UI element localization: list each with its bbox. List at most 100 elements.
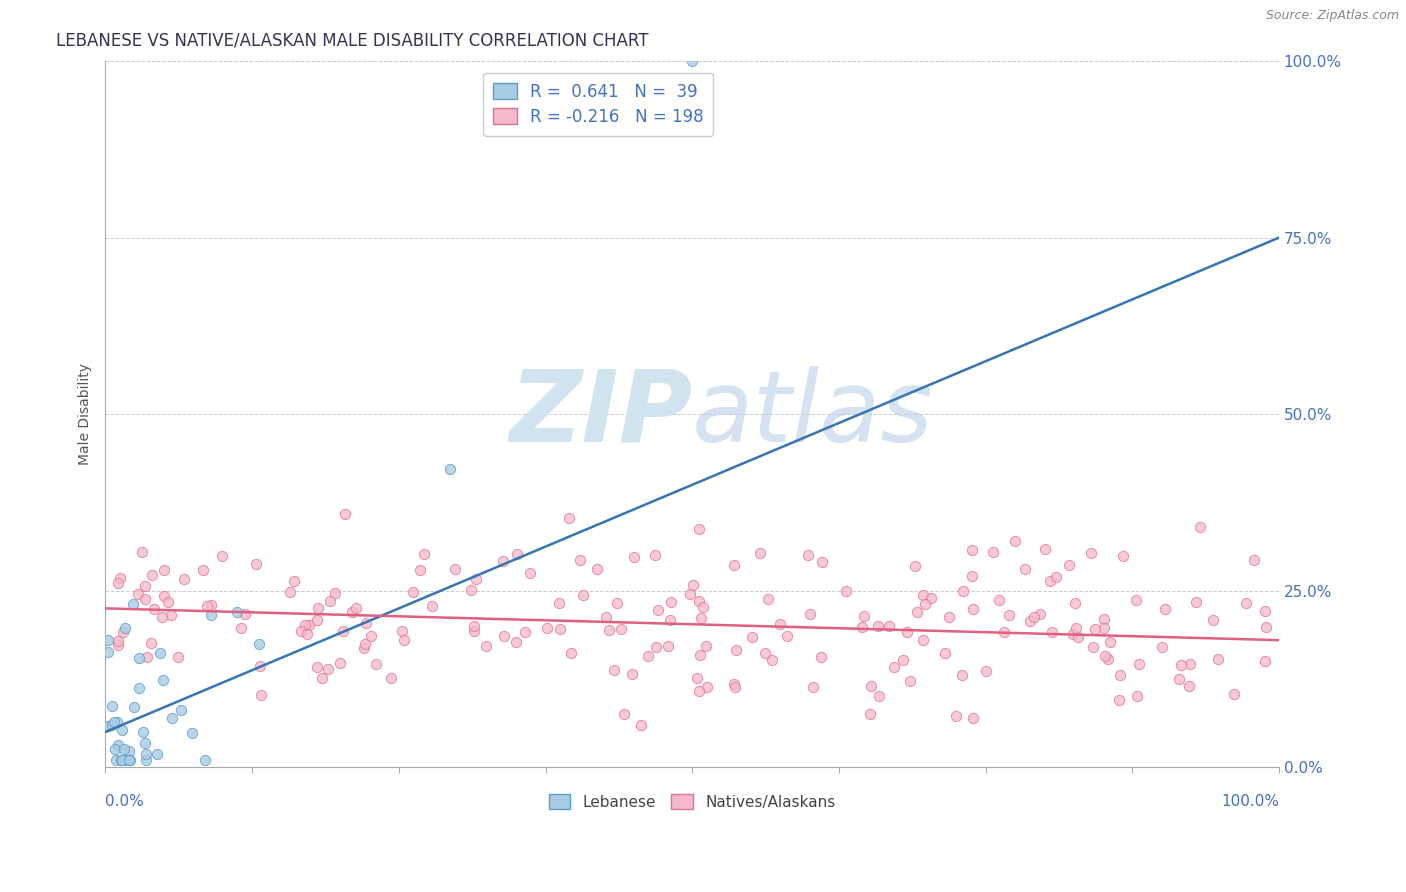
Point	[346, 600, 368, 615]
Point	[981, 544, 1004, 558]
Point	[1067, 630, 1090, 644]
Point	[1253, 654, 1275, 668]
Point	[97, 645, 120, 659]
Point	[118, 753, 141, 767]
Point	[754, 646, 776, 660]
Point	[108, 571, 131, 585]
Point	[463, 619, 485, 633]
Point	[724, 680, 747, 694]
Point	[122, 699, 145, 714]
Point	[360, 629, 382, 643]
Point	[149, 646, 172, 660]
Point	[1178, 657, 1201, 671]
Point	[756, 592, 779, 607]
Point	[191, 563, 214, 577]
Point	[595, 609, 617, 624]
Point	[688, 594, 710, 608]
Point	[105, 715, 128, 730]
Point	[103, 715, 125, 730]
Point	[851, 620, 873, 634]
Point	[761, 653, 783, 667]
Point	[1128, 657, 1150, 671]
Point	[1040, 625, 1063, 640]
Point	[630, 718, 652, 732]
Point	[610, 622, 633, 636]
Point	[118, 744, 141, 758]
Point	[920, 591, 942, 605]
Point	[460, 582, 482, 597]
Point	[506, 547, 529, 561]
Text: 100.0%: 100.0%	[1220, 794, 1279, 809]
Point	[100, 698, 122, 713]
Point	[97, 633, 120, 648]
Point	[156, 595, 179, 609]
Point	[1108, 668, 1130, 682]
Point	[1004, 533, 1026, 548]
Point	[1039, 574, 1062, 588]
Point	[1057, 558, 1080, 573]
Point	[141, 636, 163, 650]
Point	[100, 718, 122, 732]
Point	[150, 609, 173, 624]
Point	[160, 608, 183, 623]
Point	[329, 656, 352, 670]
Point	[519, 566, 541, 580]
Point	[1185, 595, 1208, 609]
Point	[868, 689, 890, 703]
Text: atlas: atlas	[692, 366, 934, 463]
Point	[905, 605, 928, 619]
Point	[294, 617, 316, 632]
Point	[353, 637, 375, 651]
Point	[1094, 612, 1116, 626]
Point	[962, 542, 984, 557]
Point	[305, 660, 328, 674]
Point	[749, 546, 772, 560]
Point	[1254, 604, 1277, 618]
Point	[247, 637, 270, 651]
Point	[960, 569, 983, 583]
Point	[637, 649, 659, 664]
Point	[586, 562, 609, 576]
Point	[323, 586, 346, 600]
Point	[318, 662, 340, 676]
Point	[647, 603, 669, 617]
Point	[107, 638, 129, 652]
Point	[938, 610, 960, 624]
Point	[249, 659, 271, 673]
Point	[1063, 596, 1085, 610]
Point	[1029, 607, 1052, 622]
Point	[114, 621, 136, 635]
Point	[391, 624, 413, 639]
Point	[474, 639, 496, 653]
Point	[107, 634, 129, 648]
Point	[883, 660, 905, 674]
Point	[392, 632, 415, 647]
Point	[1092, 621, 1115, 635]
Point	[173, 572, 195, 586]
Point	[1256, 620, 1278, 634]
Point	[1094, 648, 1116, 663]
Point	[492, 554, 515, 568]
Point	[1024, 610, 1046, 624]
Point	[681, 54, 703, 69]
Point	[945, 709, 967, 723]
Point	[547, 596, 569, 610]
Point	[181, 726, 204, 740]
Point	[911, 633, 934, 648]
Point	[233, 607, 256, 621]
Point	[914, 597, 936, 611]
Point	[1167, 672, 1189, 686]
Point	[494, 629, 516, 643]
Point	[569, 553, 592, 567]
Point	[688, 684, 710, 698]
Point	[305, 613, 328, 627]
Point	[1236, 596, 1258, 610]
Point	[1126, 689, 1149, 703]
Point	[952, 584, 974, 599]
Point	[852, 609, 875, 624]
Point	[912, 588, 935, 602]
Point	[741, 630, 763, 644]
Point	[962, 711, 984, 725]
Point	[152, 673, 174, 688]
Point	[1111, 549, 1133, 563]
